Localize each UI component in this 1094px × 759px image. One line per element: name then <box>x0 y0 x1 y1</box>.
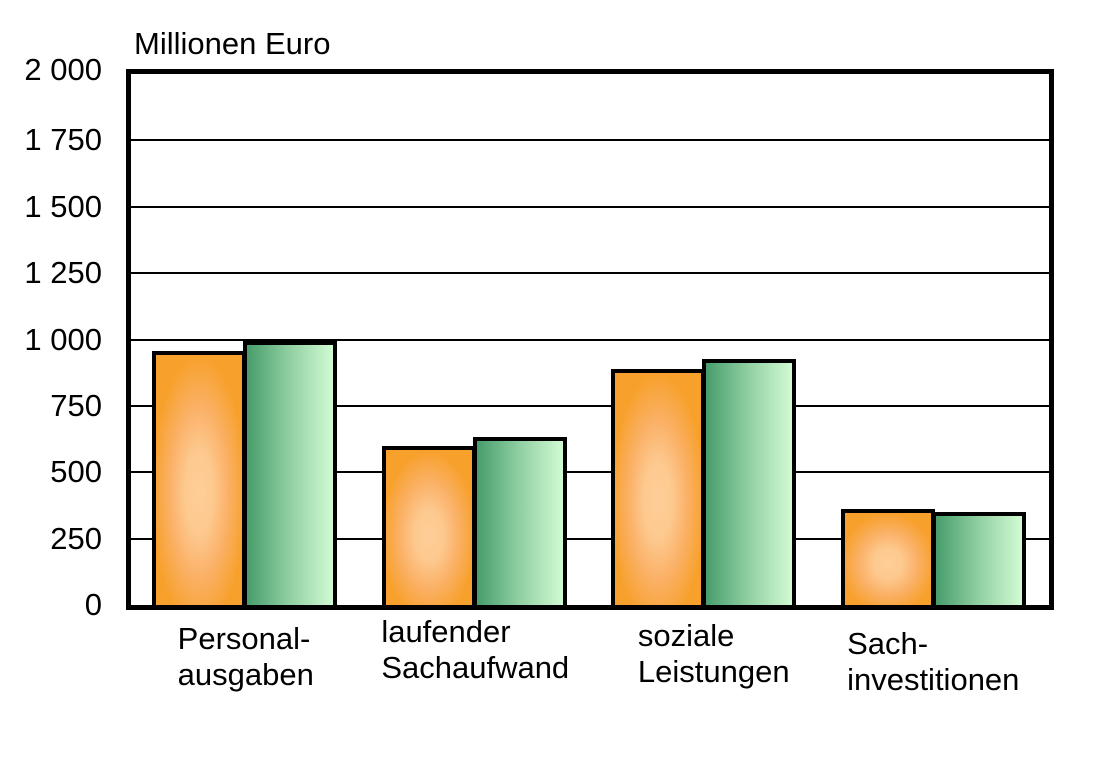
category-label-3: soziale Leistungen <box>637 618 790 689</box>
gridline-1000 <box>131 338 1049 341</box>
y-tick-label-250: 250 <box>50 520 102 556</box>
bar-orange-3 <box>611 369 705 605</box>
bar-orange-4 <box>840 508 935 605</box>
y-tick-label-1500: 1 500 <box>24 188 102 224</box>
bar-orange-1 <box>152 350 246 605</box>
y-tick-label-500: 500 <box>50 454 102 490</box>
plot-area <box>126 69 1054 610</box>
y-tick-label-2000: 2 000 <box>24 52 102 87</box>
y-tick-label-1750: 1 750 <box>24 122 102 158</box>
bar-green-2 <box>472 436 567 605</box>
y-tick-label-0: 0 <box>84 587 102 622</box>
gridline-1500 <box>131 205 1049 208</box>
category-label-1: Personal- ausgaben <box>177 621 314 692</box>
gridline-250 <box>131 537 1049 540</box>
bar-green-4 <box>931 512 1026 605</box>
gridline-500 <box>131 471 1049 474</box>
gridline-1250 <box>131 272 1049 275</box>
y-tick-label-1000: 1 000 <box>24 321 102 357</box>
gridline-1750 <box>131 139 1049 142</box>
bar-green-1 <box>243 341 337 605</box>
category-label-2: laufender Sachaufwand <box>381 614 570 685</box>
y-tick-label-1250: 1 250 <box>24 255 102 291</box>
gridline-750 <box>131 404 1049 407</box>
category-label-4: Sach- investitionen <box>847 626 1020 697</box>
y-axis-title: Millionen Euro <box>134 26 331 61</box>
bar-green-3 <box>702 358 796 605</box>
y-tick-label-750: 750 <box>50 387 102 423</box>
bar-orange-2 <box>381 446 476 605</box>
